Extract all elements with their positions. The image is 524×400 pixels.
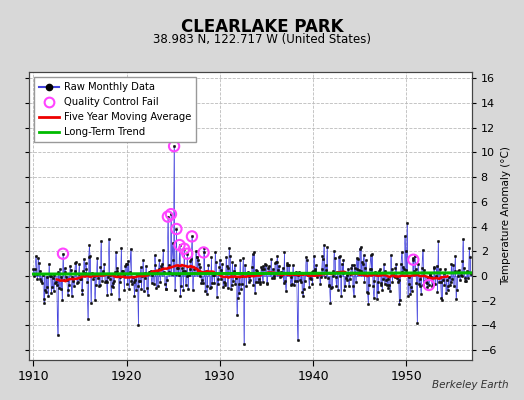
Text: CLEARLAKE PARK: CLEARLAKE PARK xyxy=(181,18,343,36)
Five Year Moving Average xyxy=(263,271,269,276)
Raw Monthly Data xyxy=(468,271,474,276)
Quality Control Fail xyxy=(170,143,178,149)
Five Year Moving Average xyxy=(276,272,282,277)
Y-axis label: Temperature Anomaly (°C): Temperature Anomaly (°C) xyxy=(501,146,511,286)
Quality Control Fail xyxy=(176,242,184,248)
Quality Control Fail xyxy=(180,246,188,252)
Raw Monthly Data xyxy=(241,342,247,346)
Raw Monthly Data xyxy=(188,257,194,262)
Quality Control Fail xyxy=(59,250,67,257)
Legend: Raw Monthly Data, Quality Control Fail, Five Year Moving Average, Long-Term Tren: Raw Monthly Data, Quality Control Fail, … xyxy=(34,77,196,142)
Quality Control Fail xyxy=(200,249,208,256)
Long-Term Trend xyxy=(375,271,381,276)
Five Year Moving Average xyxy=(187,264,193,269)
Line: Raw Monthly Data: Raw Monthly Data xyxy=(32,145,472,345)
Quality Control Fail xyxy=(424,282,433,288)
Raw Monthly Data xyxy=(171,144,177,148)
Quality Control Fail xyxy=(183,250,191,257)
Quality Control Fail xyxy=(188,233,196,240)
Long-Term Trend xyxy=(276,271,282,276)
Long-Term Trend xyxy=(74,272,81,276)
Quality Control Fail xyxy=(163,214,172,220)
Long-Term Trend xyxy=(468,270,474,275)
Raw Monthly Data xyxy=(264,282,270,286)
Quality Control Fail xyxy=(409,256,418,263)
Raw Monthly Data xyxy=(74,279,81,284)
Line: Five Year Moving Average: Five Year Moving Average xyxy=(57,265,447,281)
Five Year Moving Average xyxy=(375,273,381,278)
Raw Monthly Data xyxy=(277,269,283,274)
Quality Control Fail xyxy=(167,211,175,217)
Raw Monthly Data xyxy=(297,278,303,283)
Five Year Moving Average xyxy=(295,273,301,278)
Raw Monthly Data xyxy=(377,267,383,272)
Long-Term Trend xyxy=(263,271,269,276)
Raw Monthly Data xyxy=(30,266,37,271)
Long-Term Trend xyxy=(295,271,301,276)
Five Year Moving Average xyxy=(74,276,81,281)
Text: 38.983 N, 122.717 W (United States): 38.983 N, 122.717 W (United States) xyxy=(153,33,371,46)
Line: Long-Term Trend: Long-Term Trend xyxy=(34,273,471,274)
Long-Term Trend xyxy=(30,272,37,276)
Text: Berkeley Earth: Berkeley Earth xyxy=(432,380,508,390)
Long-Term Trend xyxy=(187,271,193,276)
Quality Control Fail xyxy=(172,226,181,232)
